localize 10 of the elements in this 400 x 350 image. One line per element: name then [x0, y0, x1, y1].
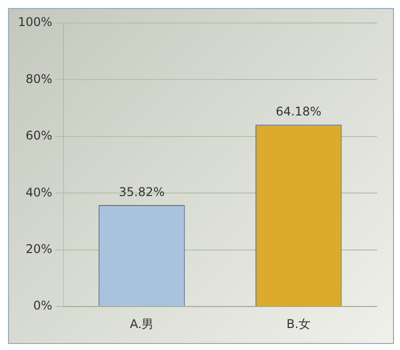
text: 35.82% [118, 185, 165, 200]
y-tick-label: 60% [26, 128, 52, 143]
y-tick-label: 100% [18, 15, 52, 30]
x-tick-label: B.女 [286, 316, 311, 331]
y-tick-label: 0% [33, 298, 52, 313]
text: 64.18% [276, 104, 322, 119]
y-tick-label: 80% [26, 72, 52, 86]
y-tick-label: 20% [26, 242, 52, 256]
y-tick-label: 40% [26, 185, 52, 200]
x-tick-label: A.男 [130, 316, 154, 331]
